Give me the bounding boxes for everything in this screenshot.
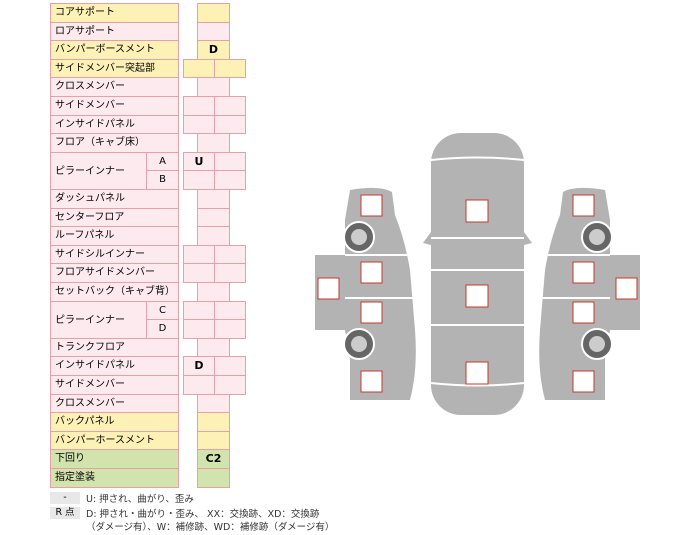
body-lines <box>430 156 525 387</box>
legend-text: （ダメージ有）、W：補修跡、WD：補修跡（ダメージ有） <box>86 522 335 533</box>
row-label: センターフロア <box>50 207 179 228</box>
car-right-side <box>539 187 640 400</box>
status-cell <box>214 319 246 339</box>
row-label: 下回り <box>50 449 179 469</box>
legend-text: D: 押され・曲がり・歪み、 XX：交換跡、XD：交換跡 <box>86 509 320 520</box>
status-cell: C2 <box>197 449 230 469</box>
status-cell <box>214 375 246 395</box>
car-body <box>431 133 524 415</box>
car-left-side <box>315 187 416 400</box>
status-cell <box>214 114 246 135</box>
status-cell: D <box>197 40 230 60</box>
legend-text: U: 押され、曲がり、歪み <box>86 494 194 505</box>
status-cell <box>214 263 246 283</box>
status-cell <box>197 468 230 488</box>
status-cell <box>214 58 246 79</box>
check-boxes <box>317 194 638 393</box>
row-label: 指定塗装 <box>50 468 179 488</box>
legend-key: - <box>50 492 80 504</box>
legend-key: R 点 <box>50 507 80 519</box>
wheels <box>343 221 613 360</box>
status-cell <box>214 170 246 190</box>
side-lines <box>345 254 610 299</box>
